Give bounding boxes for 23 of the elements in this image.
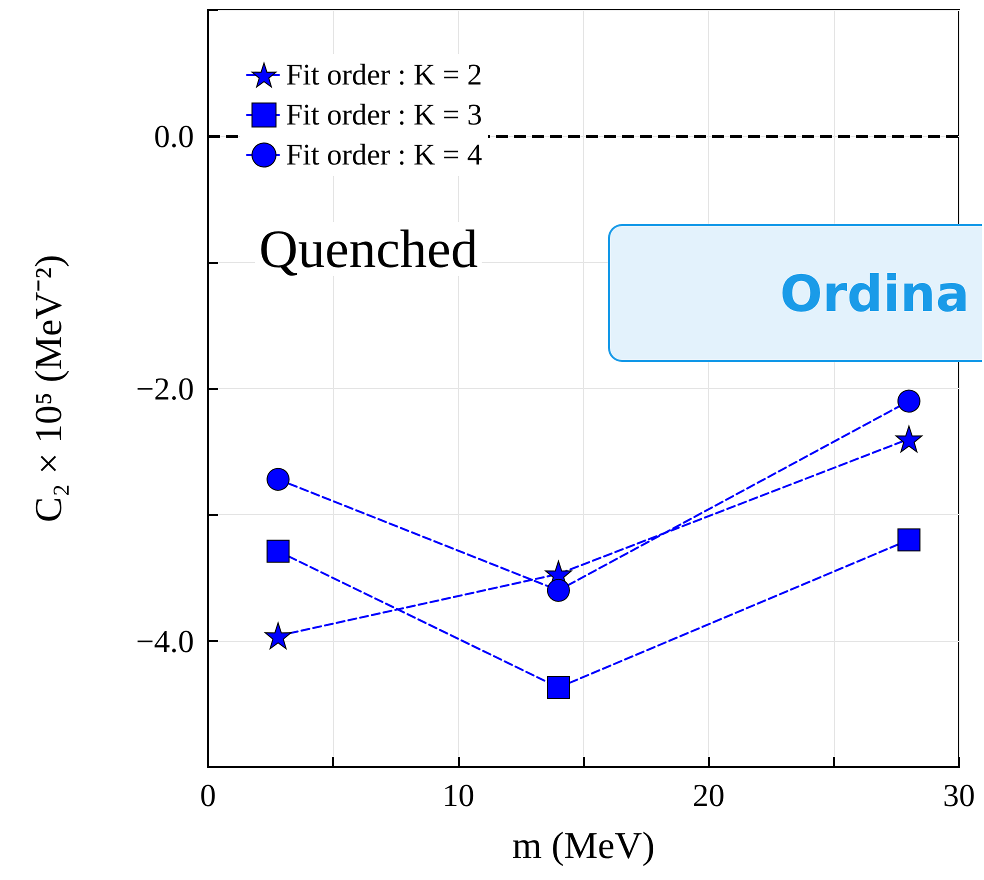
x-tick-label: 20 [692,777,725,813]
y-tick-label: 0.0 [154,118,194,154]
legend-label: Fit order : K = 2 [286,58,482,92]
y-tick-label: −4.0 [136,622,194,659]
point [546,676,570,700]
point [897,528,920,552]
x-tick-label: 30 [943,777,975,813]
annotation: Ordina [780,264,970,324]
point [897,390,920,413]
point [266,468,290,491]
x-tick-label: 0 [200,777,216,813]
x-axis-title: m (MeV) [512,825,655,867]
point [895,425,922,452]
point [546,578,570,602]
point [264,622,292,650]
annotation: Quenched [259,219,478,279]
x-tick-label: 10 [442,777,474,813]
y-axis-title: C₂ × 10⁵ (MeV⁻²) [28,254,70,522]
y-tick-label: −2.0 [136,370,194,406]
callout-box: Ordina [608,224,982,362]
legend-label: Fit order : K = 4 [286,138,482,172]
point [266,540,290,563]
legend-label: Fit order : K = 3 [286,98,482,132]
